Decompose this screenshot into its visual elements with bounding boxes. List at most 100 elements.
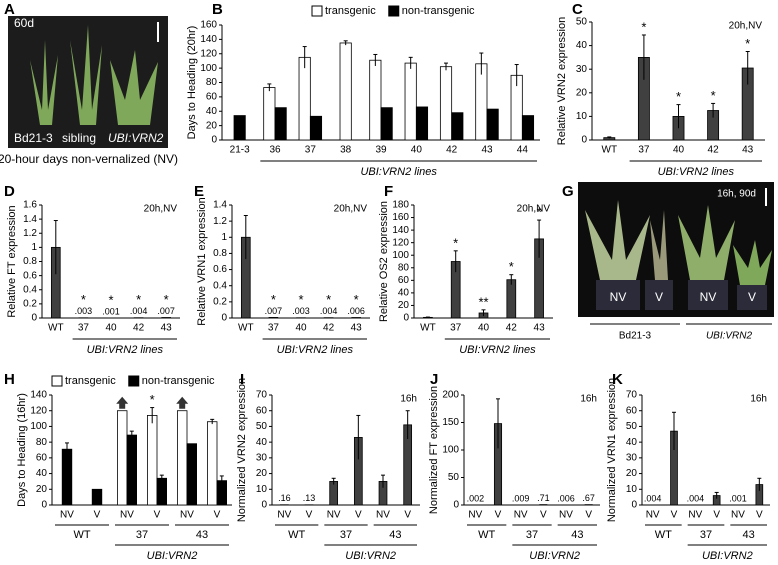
bar xyxy=(475,63,488,141)
y-tick-label: 30 xyxy=(256,452,268,463)
y-tick-label: 10 xyxy=(256,484,268,495)
y-tick-label: 160 xyxy=(392,212,409,223)
value-label: .001 xyxy=(102,306,120,316)
x-tick-label: 36 xyxy=(269,145,281,156)
x-tick-label: 37 xyxy=(78,323,90,334)
bar xyxy=(404,62,417,141)
y-axis-label: Normalized VRN2 expression xyxy=(236,378,248,522)
x-tick-label: 42 xyxy=(446,145,458,156)
y-tick-label: 20 xyxy=(206,120,218,131)
y-tick-label: 0 xyxy=(211,135,217,146)
y-tick-label: 0 xyxy=(31,313,37,324)
y-tick-label: 180 xyxy=(392,200,409,211)
bar xyxy=(380,107,393,141)
y-tick-label: 80 xyxy=(398,262,410,273)
y-tick-label: 60 xyxy=(256,405,268,416)
x-tick-label: V xyxy=(671,510,678,521)
x-tick-label: 21-3 xyxy=(230,145,250,156)
y-tick-label: 100 xyxy=(200,63,217,74)
panel-letter: C xyxy=(572,1,583,18)
significance: * xyxy=(453,235,458,250)
bar xyxy=(263,87,276,141)
x-tick-label: 42 xyxy=(323,323,335,334)
x-tick-label: 37 xyxy=(450,323,462,334)
x-tick-label: NV xyxy=(277,510,291,521)
y-axis-label: Normalized VRN1 expression xyxy=(606,378,618,522)
x-tick-label: NV xyxy=(468,510,482,521)
annotation: 16h xyxy=(750,394,767,405)
bar xyxy=(186,443,198,506)
legend-swatch xyxy=(388,5,400,17)
y-tick-label: 60 xyxy=(626,405,638,416)
x-axis-label: UBI:VRN2 lines xyxy=(87,344,164,356)
significance: * xyxy=(711,88,716,103)
x-tick-label: NV xyxy=(559,510,573,521)
x-tick-label: 40 xyxy=(478,323,490,334)
x-tick-label: 37 xyxy=(268,323,280,334)
legend-swatch xyxy=(51,375,63,387)
y-tick-label: 1 xyxy=(221,232,227,243)
legend-label: non-transgenic xyxy=(142,375,215,387)
y-tick-label: 50 xyxy=(256,421,268,432)
bar xyxy=(146,415,158,506)
y-tick-label: 0.6 xyxy=(23,270,37,281)
group-label: WT xyxy=(655,529,672,541)
x-tick-label: V xyxy=(306,510,313,521)
group-label: Bd21-3 xyxy=(619,331,652,342)
panel-letter: D xyxy=(4,183,15,200)
x-tick-label: 44 xyxy=(517,145,529,156)
y-tick-label: 0.4 xyxy=(23,284,37,295)
value-label: .004 xyxy=(644,493,662,503)
y-tick-label: 20 xyxy=(36,484,48,495)
bar xyxy=(309,115,323,141)
plant-illustration xyxy=(585,200,772,310)
group-label: WT xyxy=(288,529,305,541)
x-axis-label: UBI:VRN2 xyxy=(702,550,753,562)
legend-swatch xyxy=(128,375,140,387)
significance: * xyxy=(271,292,276,307)
y-tick-label: 20 xyxy=(576,87,588,98)
group-label: WT xyxy=(478,529,495,541)
annotation: 16h xyxy=(580,394,597,405)
y-axis-label: Relative VRN2 expression xyxy=(556,17,568,145)
bar xyxy=(91,488,103,506)
x-tick-label: 42 xyxy=(708,145,720,156)
value-label: .004 xyxy=(130,306,148,316)
x-tick-label: V xyxy=(355,510,362,521)
annotation: 20h,NV xyxy=(334,204,368,215)
y-tick-label: 100 xyxy=(392,250,409,261)
panel-letter: J xyxy=(430,371,438,388)
bar xyxy=(439,66,453,141)
legend-label: transgenic xyxy=(325,5,376,17)
significance: * xyxy=(136,292,141,307)
y-tick-label: 1.2 xyxy=(23,228,37,239)
x-axis-label: UBI:VRN2 xyxy=(529,550,580,562)
value-label: .003 xyxy=(75,306,93,316)
significance: * xyxy=(298,292,303,307)
x-tick-label: 43 xyxy=(351,323,363,334)
bar xyxy=(339,42,352,141)
x-tick-label: V xyxy=(214,510,221,521)
y-tick-label: 80 xyxy=(206,77,218,88)
x-tick-label: NV xyxy=(180,510,194,521)
x-tick-label: WT xyxy=(48,323,64,334)
bar xyxy=(126,434,138,506)
x-tick-label: V xyxy=(756,510,763,521)
y-tick-label: 40 xyxy=(256,437,268,448)
group-label: 37 xyxy=(340,529,352,541)
value-label: .006 xyxy=(347,306,365,316)
y-tick-label: 140 xyxy=(30,390,47,401)
significance: * xyxy=(676,89,681,104)
x-tick-label: NV xyxy=(731,510,745,521)
y-tick-label: 100 xyxy=(30,421,47,432)
x-tick-label: NV xyxy=(60,510,74,521)
x-axis-label: UBI:VRN2 xyxy=(147,550,198,562)
photo-label: 60d xyxy=(14,16,34,30)
y-tick-label: 150 xyxy=(442,417,459,428)
significance: * xyxy=(164,292,169,307)
value-label: .004 xyxy=(320,306,338,316)
plant-illustration xyxy=(30,25,158,125)
x-axis-label: UBI:VRN2 lines xyxy=(277,344,354,356)
x-axis-label: UBI:VRN2 lines xyxy=(658,166,735,178)
y-tick-label: 50 xyxy=(626,421,638,432)
